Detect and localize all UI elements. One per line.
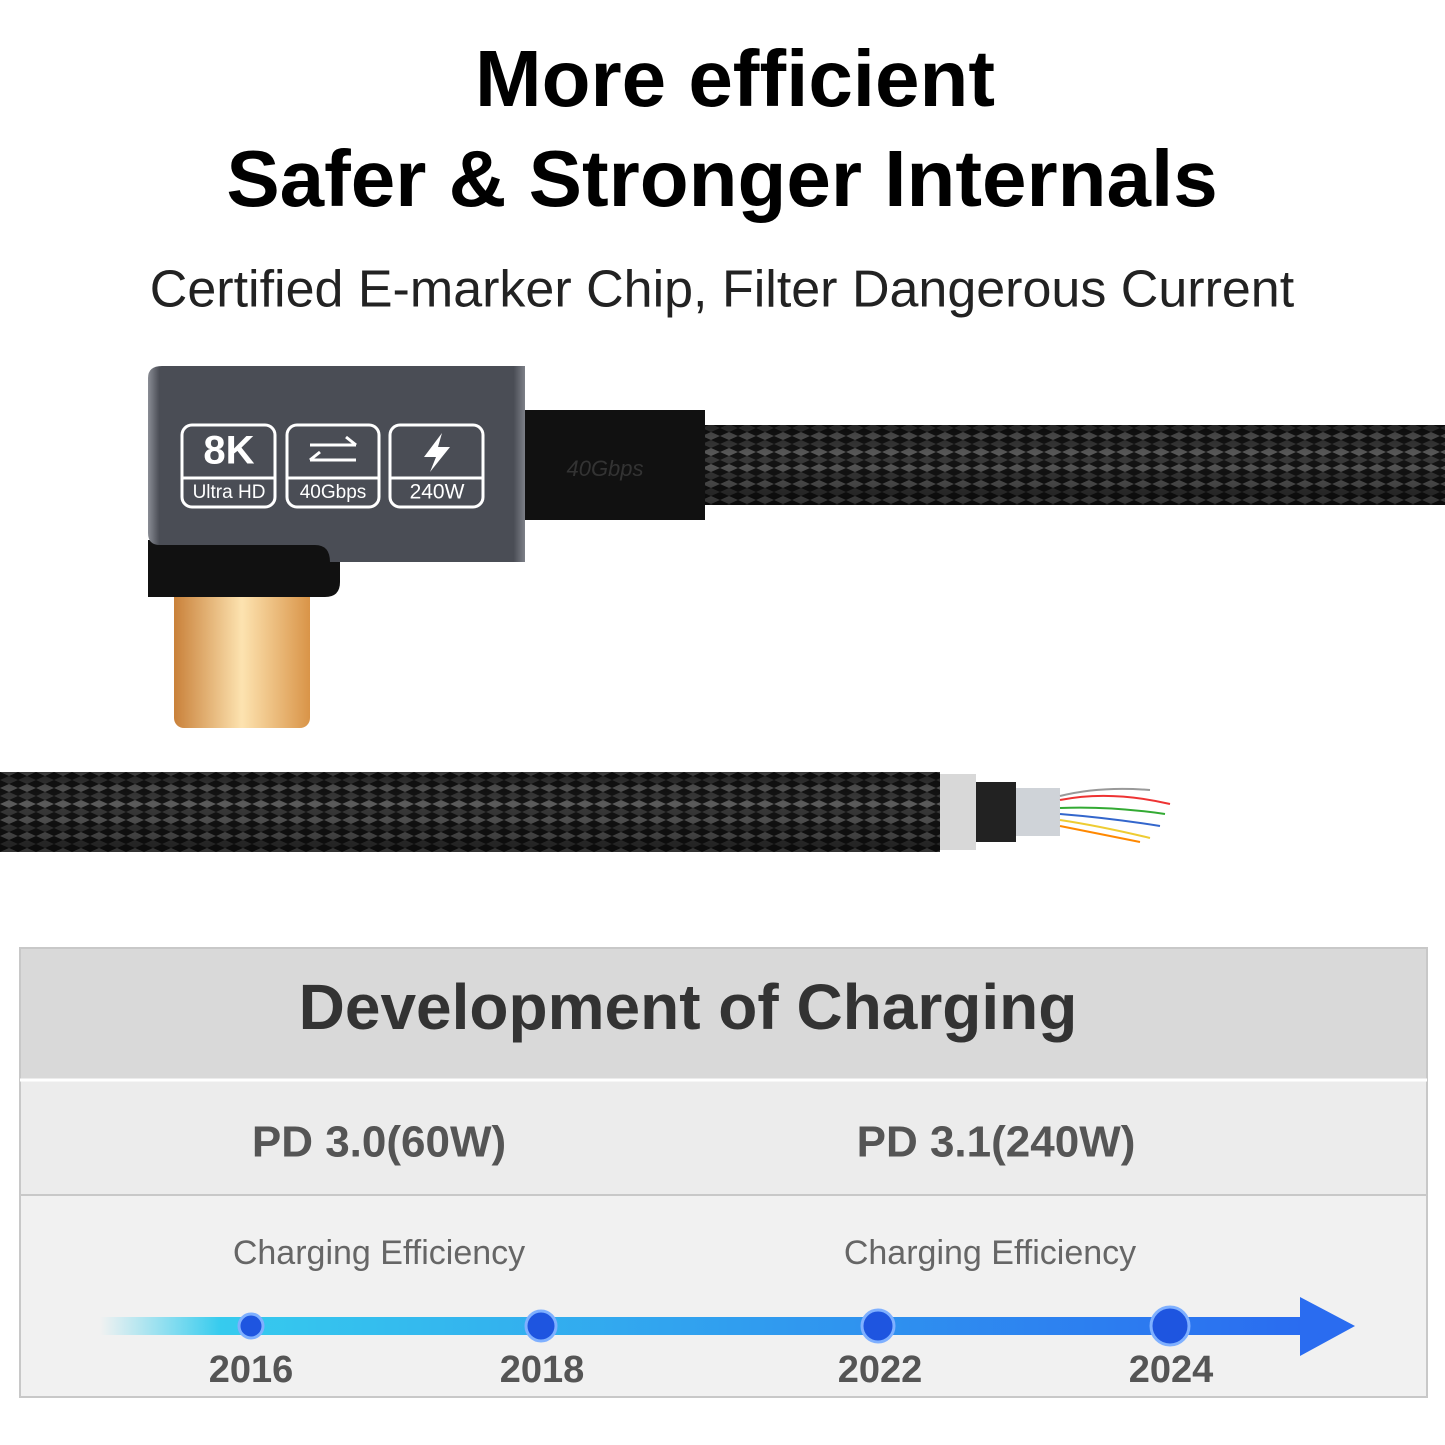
cable-shade [705,425,1445,505]
badge-label: 40Gbps [300,482,367,503]
cable-print: 40Gbps [566,456,643,481]
caption: Charging Efficiency [233,1234,525,1272]
badge-label: 8K [203,429,254,473]
sleeve [940,774,976,850]
title: More efficient [475,34,995,123]
plug [174,580,310,728]
caption: Charging Efficiency [844,1234,1136,1272]
wires [1059,787,1171,843]
housing [148,366,525,562]
connector: 40Gbps 8K Ultra HD 40Gbps 240W [148,366,1445,728]
panel-title: Development of Charging [299,971,1078,1043]
badge [388,423,485,509]
bolt-icon [424,433,450,472]
year-label: 2016 [209,1349,294,1391]
header: More efficient Safer & Stronger Internal… [150,34,1295,319]
panel-row [20,1195,1427,1397]
standard-label: PD 3.0(60W) [252,1118,506,1167]
badge-label: Ultra HD [193,482,266,503]
arrow-head [1300,1297,1355,1356]
timeline-dot [1149,1305,1191,1347]
panel-row [20,1080,1427,1195]
title: Safer & Stronger Internals [226,134,1217,223]
jacket [976,782,1016,842]
subtitle: Certified E-marker Chip, Filter Dangerou… [150,261,1295,319]
timeline-dot [524,1309,558,1343]
year-label: 2024 [1129,1349,1214,1391]
timeline-arrow [100,1317,1305,1335]
neck [148,540,340,597]
foil [1016,788,1060,836]
badge [180,423,277,509]
timeline-dot [237,1312,265,1340]
badge-label: 240W [410,481,465,504]
cut-cable [0,772,1171,852]
timeline-dot [860,1308,896,1344]
year-label: 2018 [500,1349,585,1391]
panel-border [19,947,1428,1398]
strain-relief [520,410,705,520]
standard-label: PD 3.1(240W) [857,1118,1136,1167]
panel-header [20,948,1427,1080]
panel: Development of Charging PD 3.0(60W) PD 3… [19,947,1428,1398]
badge [285,423,381,509]
arrows-icon [309,435,357,462]
year-label: 2022 [838,1349,923,1391]
cable-shade [0,772,940,852]
